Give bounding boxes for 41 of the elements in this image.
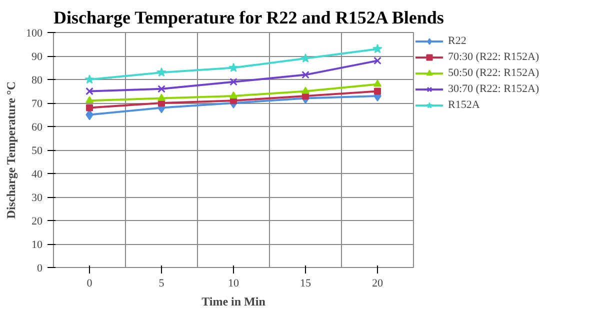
x-tick-label: 10 xyxy=(228,278,240,290)
point xyxy=(372,44,382,54)
y-tick-label: 20 xyxy=(32,216,43,228)
x-axis-title: Time in Min xyxy=(202,294,266,308)
y-tick-label: 60 xyxy=(32,122,43,134)
point xyxy=(156,67,166,77)
y-tick-label: 90 xyxy=(32,51,43,63)
point xyxy=(86,96,94,104)
point xyxy=(86,87,94,96)
point xyxy=(86,104,93,112)
point xyxy=(302,70,310,79)
point xyxy=(374,88,381,95)
point xyxy=(374,80,382,87)
y-tick-label: 10 xyxy=(32,239,43,251)
point xyxy=(228,62,238,72)
x-tick-label: 15 xyxy=(300,278,312,290)
point xyxy=(230,78,238,86)
y-tick-label: 80 xyxy=(32,74,43,86)
x-tick-label: 20 xyxy=(372,278,384,290)
point xyxy=(374,56,382,65)
chart-title: Discharge Temperature for R22 and R152A Blends xyxy=(54,8,444,28)
y-tick-label: 70 xyxy=(32,98,43,110)
point xyxy=(158,94,166,101)
point xyxy=(158,84,166,93)
point xyxy=(230,91,238,98)
legend-label: 50:50 (R22: R152A) xyxy=(448,66,540,80)
point xyxy=(300,53,310,62)
legend-label: R22 xyxy=(448,34,468,48)
y-tick-label: 40 xyxy=(32,168,43,180)
y-tick-label: 30 xyxy=(32,192,43,204)
x-tick-label: 0 xyxy=(86,278,93,290)
point xyxy=(302,86,310,94)
y-axis-title: Discharge Temperature °C xyxy=(4,81,18,219)
legend-label: 30:70 (R22: R152A) xyxy=(448,82,540,96)
legend-label: 70:30 (R22: R152A) xyxy=(448,50,540,64)
x-tick-label: 5 xyxy=(158,278,165,290)
point xyxy=(84,74,94,84)
y-tick-label: 0 xyxy=(37,262,43,274)
y-tick-label: 100 xyxy=(26,28,43,40)
y-tick-label: 50 xyxy=(32,145,43,157)
legend-label: R152A xyxy=(448,98,481,112)
